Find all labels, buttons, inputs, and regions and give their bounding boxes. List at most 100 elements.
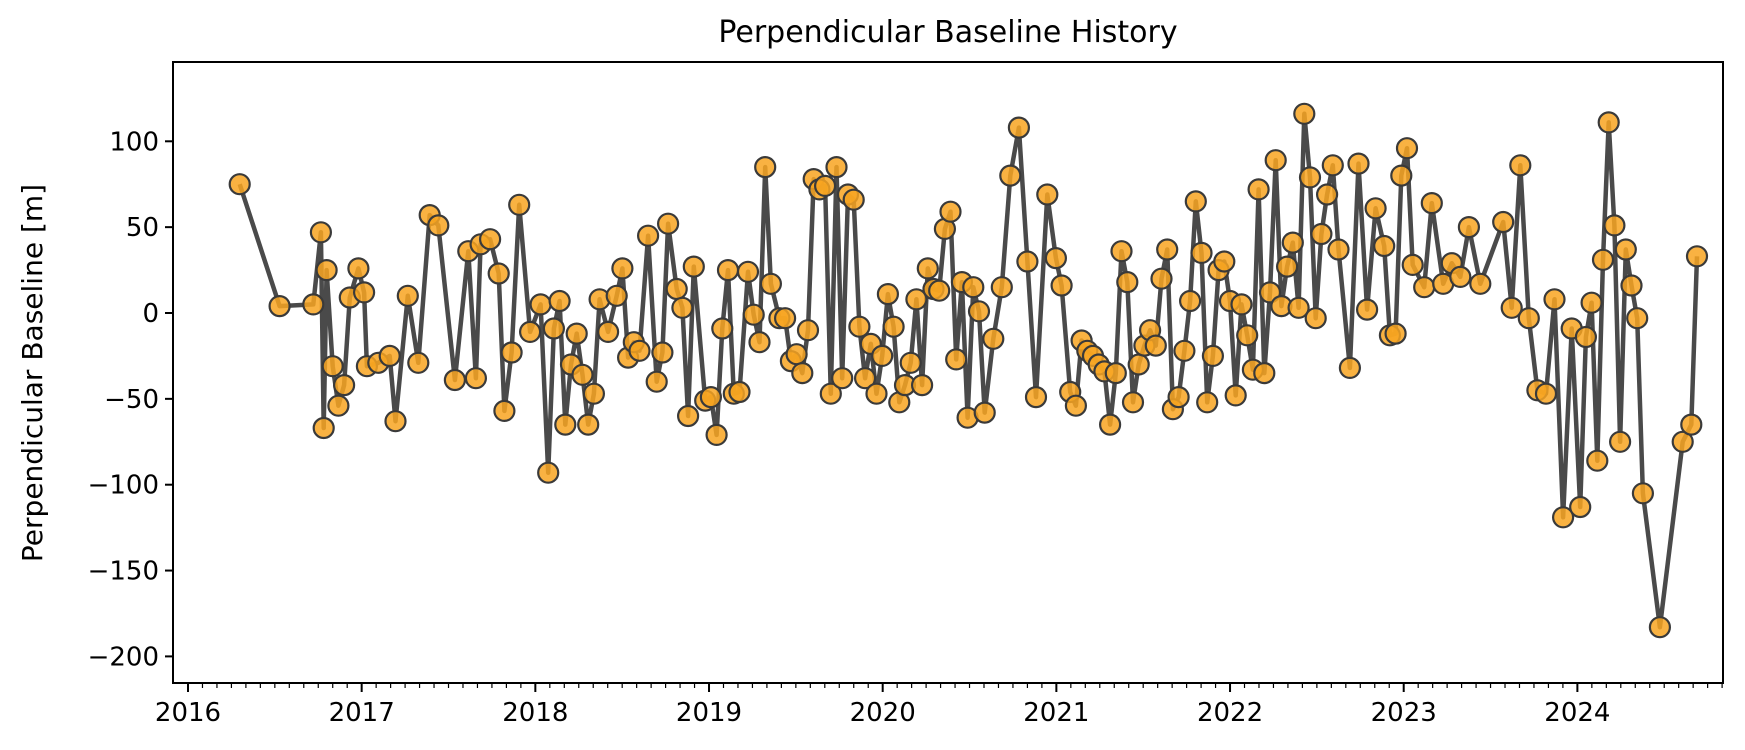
data-point <box>1680 413 1703 436</box>
data-point <box>565 322 588 345</box>
data-point <box>1574 325 1598 349</box>
x-tick-label: 2017 <box>329 698 395 728</box>
data-point <box>742 303 765 326</box>
data-point <box>882 315 905 338</box>
data-point <box>508 193 531 216</box>
data-point <box>1104 362 1127 385</box>
data-point <box>819 382 842 405</box>
data-point <box>1036 183 1059 206</box>
data-point <box>945 348 968 371</box>
data-point <box>1275 255 1299 278</box>
data-point <box>312 416 335 440</box>
y-tick-label: 0 <box>142 299 159 329</box>
data-point <box>1671 430 1694 453</box>
data-point <box>1167 386 1190 409</box>
data-point <box>1064 394 1088 417</box>
data-point <box>1626 307 1649 330</box>
data-point <box>848 315 871 338</box>
x-tick-label: 2020 <box>850 698 916 728</box>
data-point <box>1281 231 1304 254</box>
data-point <box>1007 116 1031 139</box>
data-point <box>1264 149 1287 172</box>
data-point <box>1608 430 1632 453</box>
data-point <box>1401 253 1424 276</box>
data-point <box>759 272 783 295</box>
data-point <box>728 380 751 404</box>
data-point <box>876 283 900 306</box>
data-point <box>990 276 1013 299</box>
data-point <box>962 276 985 299</box>
data-point <box>1338 356 1362 379</box>
data-point <box>699 386 723 409</box>
data-point <box>1150 267 1173 290</box>
x-tick-label: 2016 <box>155 698 221 728</box>
data-point <box>611 257 634 280</box>
data-point <box>228 173 251 196</box>
data-point <box>1614 238 1637 261</box>
data-point <box>651 341 674 364</box>
data-point <box>1457 216 1481 239</box>
y-tick-label: −50 <box>104 385 159 415</box>
data-point <box>384 410 407 433</box>
data-point <box>427 214 450 237</box>
data-point <box>645 370 668 393</box>
data-point <box>748 331 771 354</box>
data-point <box>999 164 1022 187</box>
data-point <box>1184 190 1207 213</box>
data-point <box>1224 384 1247 407</box>
data-point <box>1373 234 1396 258</box>
data-point <box>1110 240 1133 263</box>
data-point <box>1315 183 1339 206</box>
y-tick-label: −100 <box>88 471 159 501</box>
data-point <box>487 262 510 285</box>
data-point <box>1543 288 1566 311</box>
data-point <box>396 284 419 307</box>
y-tick-label: −200 <box>88 642 159 672</box>
data-point <box>464 367 487 390</box>
data-point <box>1247 178 1270 201</box>
data-point <box>1050 274 1073 297</box>
data-point <box>939 200 962 223</box>
data-point <box>865 382 888 405</box>
plot-area <box>228 102 1709 639</box>
data-point <box>1347 152 1370 175</box>
data-point <box>1492 210 1515 234</box>
data-point <box>1213 250 1236 273</box>
data-point <box>967 300 991 323</box>
data-point <box>1534 382 1558 405</box>
data-point <box>1364 197 1387 220</box>
data-point <box>899 351 922 374</box>
data-point <box>842 188 865 211</box>
data-point <box>1310 222 1333 246</box>
data-point <box>1500 296 1523 319</box>
data-point <box>548 289 571 313</box>
data-point <box>791 362 814 385</box>
data-point <box>577 413 600 436</box>
data-point <box>518 320 542 343</box>
x-tick-label: 2023 <box>1371 698 1437 728</box>
data-point <box>628 339 651 362</box>
data-point <box>736 260 760 283</box>
data-point <box>1327 238 1350 261</box>
data-point <box>315 259 338 282</box>
data-point <box>928 279 951 302</box>
data-point <box>665 277 688 301</box>
data-point <box>407 351 430 374</box>
data-point <box>1517 307 1540 330</box>
data-point <box>1190 241 1213 264</box>
data-point <box>905 288 928 311</box>
data-point <box>333 374 356 397</box>
data-point <box>982 327 1005 350</box>
data-point <box>916 257 939 280</box>
data-point <box>443 368 466 392</box>
y-axis-label: Perpendicular Baseline [m] <box>16 184 49 562</box>
data-point <box>1413 276 1436 299</box>
data-point <box>596 320 620 343</box>
data-point <box>537 461 560 484</box>
data-point <box>1173 339 1196 362</box>
data-point <box>831 367 854 390</box>
data-point <box>1098 413 1122 436</box>
data-point <box>676 404 700 428</box>
data-point <box>1648 616 1672 639</box>
